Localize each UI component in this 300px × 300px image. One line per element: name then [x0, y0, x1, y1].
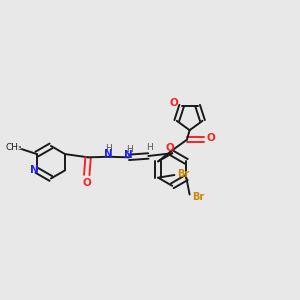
Text: O: O [82, 178, 91, 188]
Text: O: O [207, 133, 216, 143]
Text: Br: Br [192, 192, 204, 202]
Text: H: H [146, 143, 153, 152]
Text: N: N [104, 149, 113, 159]
Text: H: H [126, 145, 133, 154]
Text: N: N [124, 150, 133, 160]
Text: CH₃: CH₃ [6, 142, 22, 152]
Text: O: O [166, 143, 175, 153]
Text: N: N [30, 165, 39, 176]
Text: H: H [106, 144, 112, 153]
Text: Br: Br [177, 169, 189, 178]
Text: O: O [170, 98, 178, 109]
